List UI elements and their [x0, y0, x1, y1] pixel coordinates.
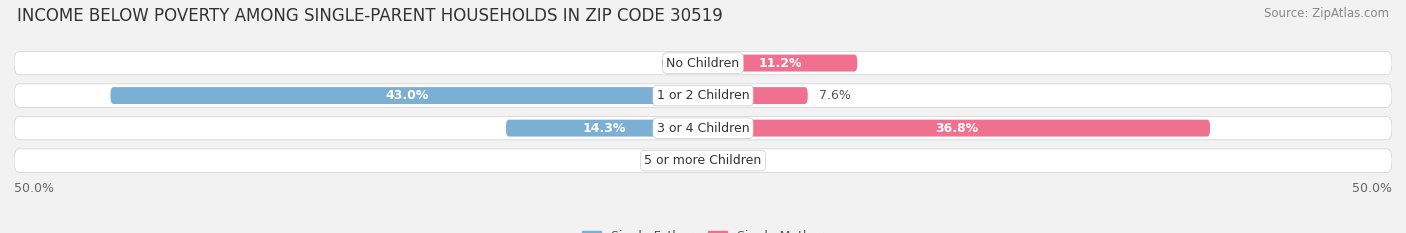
- FancyBboxPatch shape: [14, 149, 1392, 172]
- Text: Source: ZipAtlas.com: Source: ZipAtlas.com: [1264, 7, 1389, 20]
- Text: INCOME BELOW POVERTY AMONG SINGLE-PARENT HOUSEHOLDS IN ZIP CODE 30519: INCOME BELOW POVERTY AMONG SINGLE-PARENT…: [17, 7, 723, 25]
- Text: 36.8%: 36.8%: [935, 122, 979, 135]
- Text: 5 or more Children: 5 or more Children: [644, 154, 762, 167]
- FancyBboxPatch shape: [703, 87, 807, 104]
- Text: 14.3%: 14.3%: [583, 122, 626, 135]
- Legend: Single Father, Single Mother: Single Father, Single Mother: [578, 225, 828, 233]
- FancyBboxPatch shape: [703, 55, 858, 72]
- FancyBboxPatch shape: [14, 84, 1392, 107]
- FancyBboxPatch shape: [14, 51, 1392, 75]
- Text: 1 or 2 Children: 1 or 2 Children: [657, 89, 749, 102]
- Text: 7.6%: 7.6%: [818, 89, 851, 102]
- FancyBboxPatch shape: [111, 87, 703, 104]
- Text: No Children: No Children: [666, 57, 740, 70]
- FancyBboxPatch shape: [703, 120, 1211, 137]
- Text: 0.0%: 0.0%: [659, 57, 692, 70]
- Text: 11.2%: 11.2%: [758, 57, 801, 70]
- Text: 50.0%: 50.0%: [1353, 182, 1392, 195]
- FancyBboxPatch shape: [14, 116, 1392, 140]
- Text: 3 or 4 Children: 3 or 4 Children: [657, 122, 749, 135]
- Text: 0.0%: 0.0%: [714, 154, 747, 167]
- Text: 0.0%: 0.0%: [659, 154, 692, 167]
- Text: 43.0%: 43.0%: [385, 89, 429, 102]
- Text: 50.0%: 50.0%: [14, 182, 53, 195]
- FancyBboxPatch shape: [506, 120, 703, 137]
